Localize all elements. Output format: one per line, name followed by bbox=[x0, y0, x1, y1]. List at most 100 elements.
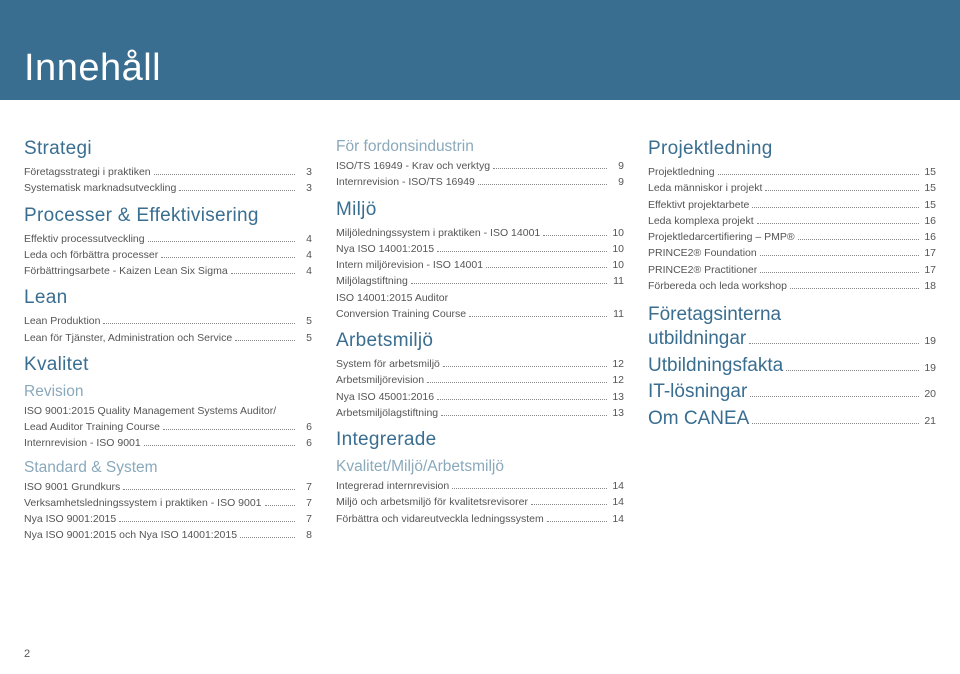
toc-entry: Arbetsmiljölagstiftning13 bbox=[336, 405, 624, 421]
header-band: Innehåll bbox=[0, 0, 960, 100]
toc-page: 4 bbox=[298, 263, 312, 279]
toc-page: 19 bbox=[922, 361, 936, 376]
section-heading: Projektledning bbox=[648, 138, 936, 160]
toc-page: 6 bbox=[298, 419, 312, 435]
toc-leader-dots bbox=[493, 168, 607, 169]
toc-label: Förbereda och leda workshop bbox=[648, 278, 787, 294]
toc-page: 16 bbox=[922, 229, 936, 245]
toc-entry: Integrerad internrevision14 bbox=[336, 478, 624, 494]
toc-leader-dots bbox=[119, 521, 295, 522]
toc-entry: Lead Auditor Training Course6 bbox=[24, 419, 312, 435]
toc-page: 4 bbox=[298, 247, 312, 263]
toc-leader-dots bbox=[265, 505, 295, 506]
toc-page: 14 bbox=[610, 478, 624, 494]
toc-leader-dots bbox=[452, 488, 607, 489]
toc-column: ProjektledningProjektledning15Leda männi… bbox=[648, 138, 936, 544]
toc-page: 7 bbox=[298, 479, 312, 495]
section-heading: Lean bbox=[24, 287, 312, 309]
toc-label: Conversion Training Course bbox=[336, 306, 466, 322]
toc-entry: Conversion Training Course11 bbox=[336, 306, 624, 322]
toc-label: Internrevision - ISO/TS 16949 bbox=[336, 174, 475, 190]
toc-page: 14 bbox=[610, 494, 624, 510]
toc-leader-dots bbox=[437, 251, 607, 252]
toc-columns: StrategiFöretagsstrategi i praktiken3Sys… bbox=[0, 100, 960, 544]
toc-leader-dots bbox=[547, 521, 607, 522]
toc-page: 5 bbox=[298, 313, 312, 329]
toc-page: 3 bbox=[298, 180, 312, 196]
toc-leader-dots bbox=[765, 190, 919, 191]
toc-leader-dots bbox=[179, 190, 295, 191]
toc-label: ISO 9001 Grundkurs bbox=[24, 479, 120, 495]
toc-entry: Lean för Tjänster, Administration och Se… bbox=[24, 330, 312, 346]
toc-leader-dots bbox=[443, 366, 607, 367]
toc-entry: Internrevision - ISO/TS 169499 bbox=[336, 174, 624, 190]
toc-page: 12 bbox=[610, 372, 624, 388]
toc-entry: Företagsstrategi i praktiken3 bbox=[24, 164, 312, 180]
toc-entry: Verksamhetsledningssystem i praktiken - … bbox=[24, 495, 312, 511]
sub-heading: Revision bbox=[24, 383, 312, 401]
toc-entry: PRINCE2® Practitioner 17 bbox=[648, 262, 936, 278]
toc-leader-dots bbox=[790, 288, 919, 289]
toc-page: 16 bbox=[922, 213, 936, 229]
toc-label: PRINCE2® Practitioner bbox=[648, 262, 757, 278]
section-heading: Integrerade bbox=[336, 429, 624, 451]
toc-entry: Förbättringsarbete - Kaizen Lean Six Sig… bbox=[24, 263, 312, 279]
toc-column: För fordonsindustrinISO/TS 16949 - Krav … bbox=[336, 138, 624, 544]
toc-page: 4 bbox=[298, 231, 312, 247]
toc-leader-dots bbox=[478, 184, 607, 185]
toc-label: Nya ISO 45001:2016 bbox=[336, 389, 434, 405]
toc-page: 17 bbox=[922, 262, 936, 278]
section-heading: Strategi bbox=[24, 138, 312, 160]
toc-label: Systematisk marknadsutveckling bbox=[24, 180, 176, 196]
toc-page: 10 bbox=[610, 257, 624, 273]
toc-page: 15 bbox=[922, 180, 936, 196]
toc-leader-dots bbox=[437, 399, 607, 400]
toc-page: 20 bbox=[922, 387, 936, 402]
toc-page: 19 bbox=[922, 334, 936, 349]
toc-entry: Nya ISO 9001:20157 bbox=[24, 511, 312, 527]
toc-entry: Arbetsmiljörevision 12 bbox=[336, 372, 624, 388]
toc-label: Lean Produktion bbox=[24, 313, 100, 329]
toc-label: Nya ISO 14001:2015 bbox=[336, 241, 434, 257]
toc-heading-entry: Utbildningsfakta 19 bbox=[648, 353, 936, 380]
toc-leader-dots bbox=[752, 207, 919, 208]
section-heading: Företagsinterna bbox=[648, 304, 936, 326]
toc-heading-entry: utbildningar 19 bbox=[648, 326, 936, 353]
section-heading: Utbildningsfakta bbox=[648, 353, 783, 380]
toc-entry: Miljö och arbetsmiljö för kvalitetsrevis… bbox=[336, 494, 624, 510]
toc-label: Projektledning bbox=[648, 164, 715, 180]
toc-entry: Projektledning15 bbox=[648, 164, 936, 180]
toc-leader-dots bbox=[103, 323, 295, 324]
toc-leader-dots bbox=[760, 272, 919, 273]
toc-page: 21 bbox=[922, 414, 936, 429]
toc-label: Leda komplexa projekt bbox=[648, 213, 754, 229]
toc-page: 7 bbox=[298, 495, 312, 511]
toc-page: 8 bbox=[298, 527, 312, 543]
toc-entry: Leda människor i projekt15 bbox=[648, 180, 936, 196]
toc-entry: ISO 9001 Grundkurs 7 bbox=[24, 479, 312, 495]
toc-page: 7 bbox=[298, 511, 312, 527]
toc-entry: Effektiv processutveckling4 bbox=[24, 231, 312, 247]
toc-page: 9 bbox=[610, 158, 624, 174]
toc-label: Arbetsmiljörevision bbox=[336, 372, 424, 388]
toc-leader-dots bbox=[750, 396, 919, 397]
toc-heading-entry: Om CANEA21 bbox=[648, 406, 936, 433]
toc-label: Internrevision - ISO 9001 bbox=[24, 435, 141, 451]
toc-leader-dots bbox=[757, 223, 919, 224]
toc-page: 17 bbox=[922, 245, 936, 261]
toc-entry: ISO/TS 16949 - Krav och verktyg9 bbox=[336, 158, 624, 174]
toc-leader-dots bbox=[486, 267, 607, 268]
toc-leader-dots bbox=[531, 504, 607, 505]
toc-entry: Miljöledningssystem i praktiken - ISO 14… bbox=[336, 225, 624, 241]
toc-entry: System för arbetsmiljö12 bbox=[336, 356, 624, 372]
toc-label: Förbättringsarbete - Kaizen Lean Six Sig… bbox=[24, 263, 228, 279]
section-heading: utbildningar bbox=[648, 326, 746, 353]
toc-page: 10 bbox=[610, 225, 624, 241]
spacer bbox=[648, 294, 936, 304]
toc-column: Strategi Företagsstrategi i praktiken3Sys… bbox=[24, 138, 312, 544]
toc-entry: Lean Produktion 5 bbox=[24, 313, 312, 329]
toc-label: Förbättra och vidareutveckla ledningssys… bbox=[336, 511, 544, 527]
sub-heading: Kvalitet/Miljö/Arbetsmiljö bbox=[336, 458, 624, 476]
toc-entry: Förbereda och leda workshop18 bbox=[648, 278, 936, 294]
toc-leader-dots bbox=[123, 489, 295, 490]
